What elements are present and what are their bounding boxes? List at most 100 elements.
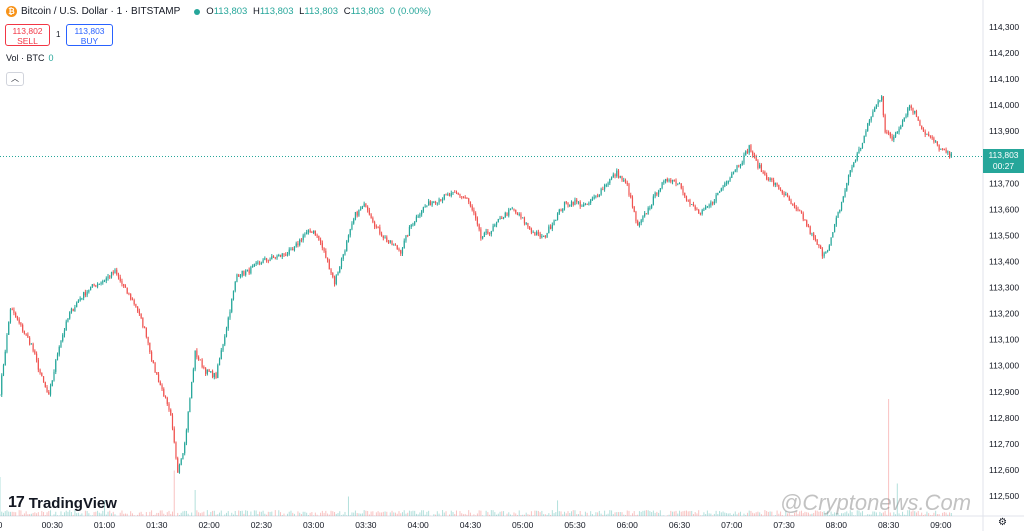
candle-body bbox=[204, 367, 207, 374]
volume-bar bbox=[947, 514, 949, 516]
volume-bar bbox=[344, 511, 346, 516]
symbol-title[interactable]: Bitcoin / U.S. Dollar · 1 · BITSTAMP bbox=[21, 6, 181, 17]
candle-body bbox=[407, 235, 409, 237]
candle-body bbox=[851, 167, 853, 171]
candle-body bbox=[436, 202, 438, 204]
candle-body bbox=[783, 193, 785, 196]
volume-bar bbox=[140, 511, 142, 516]
volume-bar bbox=[544, 514, 546, 516]
candle-body bbox=[77, 300, 80, 303]
price-axis[interactable]: 114,300 114,200 114,100 114,000 113,900 113,8… bbox=[989, 22, 1019, 501]
candle-body bbox=[426, 205, 428, 207]
candle-body bbox=[25, 333, 27, 335]
volume-bar bbox=[445, 511, 447, 516]
tradingview-logo[interactable]: 17 TradingView bbox=[8, 494, 117, 512]
candle-body bbox=[558, 209, 560, 214]
candle-body bbox=[90, 286, 92, 291]
candle-body bbox=[905, 115, 907, 118]
candle-body bbox=[203, 367, 205, 368]
candle-body bbox=[581, 206, 583, 207]
candle-body bbox=[454, 191, 456, 193]
volume-bar bbox=[97, 510, 99, 516]
volume-bar bbox=[161, 510, 163, 516]
volume-bar bbox=[464, 513, 466, 516]
volume-bar bbox=[666, 515, 668, 516]
candle-body bbox=[11, 309, 13, 311]
volume-bar bbox=[898, 513, 900, 516]
candle-body bbox=[41, 373, 43, 377]
candle-body bbox=[532, 232, 534, 234]
volume-bar bbox=[325, 510, 327, 516]
bar-countdown: 00:27 bbox=[992, 161, 1015, 171]
sell-button[interactable]: 113,802 SELL bbox=[5, 24, 50, 46]
volume-bar bbox=[236, 514, 238, 516]
candle-body bbox=[586, 204, 588, 205]
volume-bar bbox=[142, 514, 144, 516]
volume-bar bbox=[746, 512, 748, 516]
volume-bar bbox=[670, 510, 672, 516]
candle-body bbox=[872, 111, 874, 117]
candle-body bbox=[70, 308, 73, 313]
volume-bar bbox=[473, 514, 475, 516]
candle-body bbox=[907, 108, 909, 116]
volume-legend[interactable]: Vol · BTC 0 bbox=[6, 53, 54, 63]
buy-button[interactable]: 113,803 BUY bbox=[66, 24, 113, 46]
candle-body bbox=[849, 170, 851, 176]
volume-bar bbox=[468, 510, 470, 516]
volume-bar bbox=[386, 511, 388, 516]
volume-bar bbox=[340, 515, 342, 516]
candle-body bbox=[692, 204, 695, 207]
candle-body bbox=[516, 212, 519, 215]
volume-bar bbox=[208, 514, 210, 516]
candle-body bbox=[640, 220, 642, 223]
chevron-up-icon[interactable]: ︿ bbox=[6, 72, 24, 86]
volume-bar bbox=[870, 514, 872, 516]
candle-body bbox=[396, 245, 398, 250]
volume-bar bbox=[804, 511, 806, 516]
volume-bar bbox=[23, 513, 25, 516]
time-axis[interactable]: 00:30 01:00 01:30 02:00 02:30 03:00 03:30 04:00… bbox=[0, 520, 952, 530]
candle-body bbox=[2, 365, 5, 376]
volume-bar bbox=[828, 515, 830, 516]
volume-bar bbox=[334, 512, 336, 516]
candle-body bbox=[645, 213, 648, 215]
candle-body bbox=[635, 211, 637, 222]
candle-body bbox=[701, 210, 703, 214]
symbol-header[interactable]: ₿ Bitcoin / U.S. Dollar · 1 · BITSTAMP O… bbox=[6, 6, 434, 17]
volume-bar bbox=[752, 512, 754, 516]
volume-bar bbox=[872, 511, 874, 516]
candle-body bbox=[718, 191, 721, 193]
candle-body bbox=[776, 183, 778, 186]
candle-body bbox=[361, 206, 364, 209]
volume-bar bbox=[93, 512, 95, 516]
volume-bar bbox=[832, 513, 834, 516]
gear-icon[interactable]: ⚙ bbox=[998, 517, 1007, 528]
candles[interactable] bbox=[0, 95, 952, 474]
candle-body bbox=[569, 205, 571, 206]
volume-bar bbox=[280, 512, 282, 516]
candle-body bbox=[896, 132, 898, 134]
volume-bar bbox=[480, 510, 482, 516]
volume-bar bbox=[710, 513, 712, 516]
volume-bar bbox=[487, 512, 489, 516]
candle-body bbox=[323, 247, 325, 251]
candle-body bbox=[551, 224, 553, 229]
candle-body bbox=[321, 242, 323, 248]
candle-body bbox=[649, 207, 651, 209]
candle-body bbox=[8, 322, 10, 335]
candle-body bbox=[149, 342, 151, 353]
quantity-value[interactable]: 1 bbox=[56, 30, 61, 39]
candle-body bbox=[607, 183, 609, 185]
volume-bar bbox=[177, 512, 179, 516]
candle-body bbox=[820, 245, 822, 249]
candle-body bbox=[349, 229, 351, 236]
volume-bar bbox=[790, 514, 792, 516]
volume-bar bbox=[931, 515, 933, 516]
candle-body bbox=[295, 243, 297, 247]
volume-bar bbox=[621, 512, 623, 516]
volume-bar bbox=[259, 511, 261, 516]
candle-body bbox=[860, 148, 862, 150]
volume-bar bbox=[565, 513, 567, 516]
volume-bar bbox=[560, 511, 562, 516]
